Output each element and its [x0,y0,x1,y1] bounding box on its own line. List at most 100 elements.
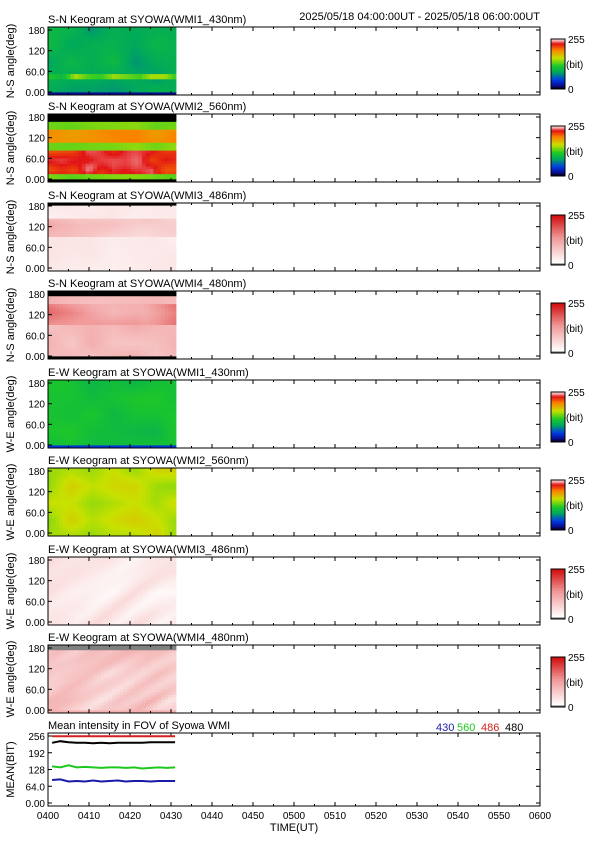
keogram-cell [66,218,71,222]
keogram-cell [123,40,128,44]
keogram-cell [130,257,135,261]
keogram-cell [134,119,139,123]
keogram-cell [149,442,154,446]
keogram-cell [119,440,124,444]
keogram-cell [145,440,151,444]
keogram-cell [59,166,64,170]
keogram-cell [119,47,124,51]
keogram-cell [100,296,105,300]
keogram-cell [157,166,162,170]
keogram-cell [48,398,53,402]
keogram-cell [172,45,177,49]
keogram-cell [123,306,128,310]
keogram-cell [134,296,139,300]
keogram-cell [108,140,113,144]
colorbar-cell [551,314,565,317]
colorbar-cell [551,75,565,78]
keogram-cell [78,255,83,259]
keogram-cell [130,385,135,389]
keogram-cell [85,71,90,75]
keogram-cell [145,221,151,225]
keogram-cell [119,293,124,297]
keogram-cell [127,414,132,418]
keogram-cell [119,424,124,428]
keogram-cell [172,223,177,227]
keogram-cell [164,226,169,230]
keogram-cell [134,68,139,72]
keogram-cell [119,71,124,75]
keogram-cell [112,335,117,339]
keogram-cell [66,210,71,214]
keogram-cell [48,502,53,506]
keogram-cell [168,400,173,404]
keogram-cell [157,304,162,308]
keogram-cell [112,421,117,425]
keogram-cell [104,319,109,323]
keogram-cell [70,434,75,438]
keogram-cell [74,403,79,407]
keogram-cell [127,158,132,162]
keogram-cell [81,306,87,310]
keogram-cell [74,291,79,295]
keogram-cell [66,153,71,157]
keogram-cell [172,153,177,157]
keogram-cell [59,134,64,138]
keogram-cell [164,68,169,72]
keogram-cell [138,42,143,46]
keogram-cell [81,132,87,136]
keogram-cell [81,403,87,407]
keogram-cell [48,306,53,310]
keogram-cell [142,353,147,357]
keogram-cell [142,163,147,167]
keogram-cell [108,327,113,331]
keogram-cell [55,61,60,65]
keogram-cell [138,145,143,149]
keogram-cell [142,242,147,246]
keogram-cell [123,42,128,46]
keogram-cell [66,343,71,347]
keogram-cell [108,42,113,46]
keogram-cell [104,427,109,431]
keogram-cell [115,223,120,227]
keogram-cell [145,58,151,62]
keogram-cell [48,440,53,444]
keogram-cell [138,319,143,323]
keogram-cell [96,174,102,178]
keogram-cell [93,327,98,331]
keogram-cell [48,155,53,159]
keogram-cell [48,244,53,248]
keogram-cell [160,314,166,318]
keogram-cell [138,71,143,75]
keogram-cell [81,429,87,433]
keogram-cell [78,330,83,334]
keogram-cell [100,403,105,407]
keogram-cell [149,263,154,267]
keogram-cell [66,40,71,44]
keogram-cell [123,145,128,149]
keogram-cell [100,27,105,31]
keogram-cell [74,79,79,83]
keogram-cell [172,221,177,225]
keogram-cell [172,127,177,131]
colorbar-cell [551,237,565,239]
keogram-cell [130,121,135,125]
keogram-cell [130,148,135,152]
keogram-cell [149,76,154,80]
keogram-cell [48,158,53,162]
keogram-cell [115,203,120,207]
keogram-cell [149,150,154,154]
keogram-cell [123,116,128,120]
keogram-cell [66,298,71,302]
keogram-cell [134,265,139,269]
keogram-cell [149,121,154,125]
keogram-cell [142,129,147,133]
colorbar-cell [551,399,565,402]
colorbar-frame [550,38,566,90]
keogram-cell [81,119,87,123]
keogram-cell [160,385,166,389]
keogram-cell [63,74,68,78]
keogram-cell [85,42,90,46]
keogram-cell [78,314,83,318]
keogram-cell [119,250,124,254]
keogram-cell [66,168,71,172]
